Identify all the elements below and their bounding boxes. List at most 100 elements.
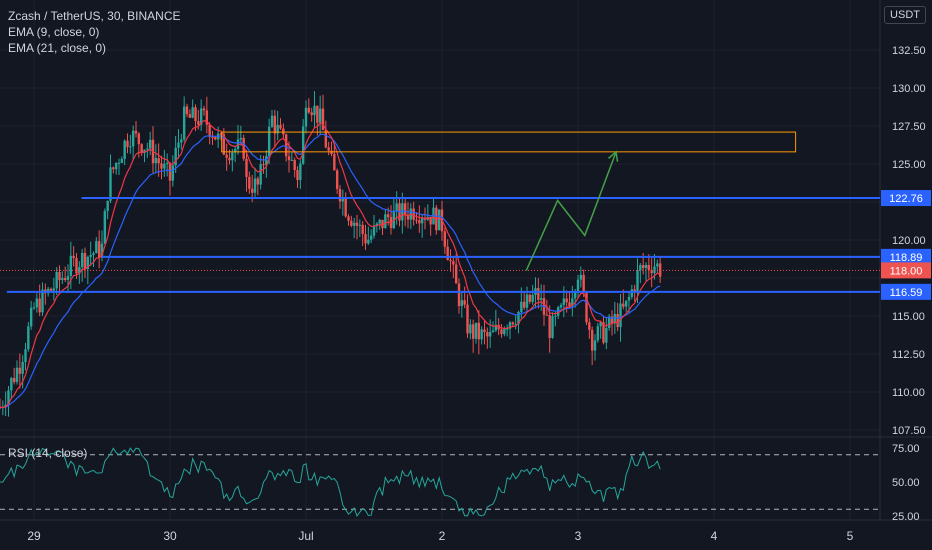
candle-body bbox=[114, 163, 118, 170]
candle-body bbox=[582, 274, 585, 293]
candle-body bbox=[554, 315, 557, 317]
candle-body bbox=[129, 146, 132, 148]
candle-body bbox=[656, 263, 659, 267]
candle-body bbox=[443, 231, 447, 247]
candle-body bbox=[41, 289, 44, 313]
ema21-line bbox=[0, 133, 661, 408]
candle-body bbox=[55, 271, 58, 289]
candle-body bbox=[140, 144, 143, 154]
candle-body bbox=[174, 147, 177, 166]
candle-body bbox=[276, 124, 279, 134]
candle-body bbox=[194, 107, 197, 122]
candle-body bbox=[627, 296, 631, 301]
rsi-tick-label: 75.00 bbox=[892, 443, 920, 455]
candle-body bbox=[429, 216, 432, 225]
candle-body bbox=[517, 311, 520, 325]
candle-body bbox=[488, 332, 492, 337]
candle-body bbox=[474, 322, 478, 339]
candle-body bbox=[27, 326, 30, 350]
candle-body bbox=[350, 220, 353, 226]
candle-body bbox=[418, 220, 421, 224]
candle-body bbox=[335, 170, 339, 189]
candle-body bbox=[607, 316, 611, 329]
currency-button[interactable]: USDT bbox=[884, 6, 926, 24]
ema9-legend[interactable]: EMA (9, close, 0) bbox=[8, 25, 100, 39]
candle-body bbox=[38, 298, 41, 313]
candle-body bbox=[392, 210, 396, 229]
candle-body bbox=[457, 283, 461, 306]
candle-body bbox=[126, 140, 129, 147]
candle-body bbox=[310, 112, 313, 116]
candle-body bbox=[630, 289, 634, 297]
candle-body bbox=[165, 163, 169, 165]
candle-body bbox=[242, 137, 245, 159]
candle-body bbox=[32, 307, 36, 309]
candle-body bbox=[279, 124, 282, 129]
candle-body bbox=[199, 108, 203, 125]
candle-body bbox=[86, 256, 90, 270]
candle-body bbox=[446, 246, 449, 261]
ema9-line bbox=[0, 119, 661, 408]
candle-body bbox=[211, 136, 214, 138]
y-tick-label: 125.00 bbox=[892, 159, 926, 171]
candle-body bbox=[375, 223, 379, 226]
candle-body bbox=[182, 106, 186, 140]
candle-body bbox=[338, 188, 342, 202]
candle-body bbox=[358, 224, 362, 226]
candle-body bbox=[639, 265, 642, 271]
y-tick-label: 107.50 bbox=[892, 425, 926, 437]
candle-body bbox=[97, 241, 101, 258]
level-price-label: 116.59 bbox=[890, 287, 923, 299]
resistance-zone bbox=[221, 131, 797, 153]
y-tick-label: 115.00 bbox=[892, 311, 925, 323]
candle-body bbox=[154, 158, 158, 164]
candle-body bbox=[412, 208, 415, 220]
candle-body bbox=[330, 150, 333, 155]
candle-body bbox=[420, 218, 424, 224]
candle-body bbox=[21, 361, 24, 374]
y-tick-label: 112.50 bbox=[892, 349, 925, 361]
candle-body bbox=[35, 298, 39, 308]
candle-body bbox=[341, 197, 345, 202]
candle-body bbox=[233, 148, 237, 153]
candle-body bbox=[148, 139, 152, 149]
candle-body bbox=[318, 108, 322, 123]
candle-body bbox=[284, 134, 288, 157]
candle-body bbox=[250, 188, 254, 193]
candle-body bbox=[18, 367, 22, 374]
candle-body bbox=[188, 114, 192, 118]
candle-body bbox=[185, 106, 189, 115]
x-tick-label: 2 bbox=[439, 529, 446, 543]
candle-body bbox=[301, 126, 305, 164]
candle-body bbox=[61, 277, 64, 281]
rsi-legend[interactable]: RSI (14, close) bbox=[8, 446, 88, 460]
candle-body bbox=[89, 254, 92, 257]
candle-body bbox=[616, 314, 619, 328]
candle-body bbox=[599, 322, 602, 327]
candle-body bbox=[265, 156, 268, 166]
candle-body bbox=[120, 158, 124, 163]
candle-body bbox=[83, 252, 87, 270]
candle-body bbox=[112, 167, 115, 170]
candle-body bbox=[58, 271, 61, 281]
candle-body bbox=[551, 316, 554, 338]
candle-body bbox=[163, 163, 166, 169]
level-price-tag bbox=[881, 190, 931, 207]
projection-arrow bbox=[525, 151, 617, 271]
rsi-tick-label: 25.00 bbox=[892, 511, 920, 523]
candle-body bbox=[327, 147, 330, 151]
symbol-title[interactable]: Zcash / TetherUS, 30, BINANCE bbox=[8, 9, 181, 23]
candle-body bbox=[636, 270, 639, 292]
candle-body bbox=[605, 328, 608, 343]
x-tick-label: 4 bbox=[711, 529, 718, 543]
candle-body bbox=[460, 300, 464, 306]
candle-body bbox=[202, 108, 206, 111]
candle-body bbox=[95, 241, 98, 254]
candle-body bbox=[219, 133, 223, 135]
candle-body bbox=[245, 158, 248, 177]
candle-body bbox=[480, 329, 483, 340]
ema21-legend[interactable]: EMA (21, close, 0) bbox=[8, 41, 107, 55]
candle-body bbox=[471, 324, 475, 339]
candle-body bbox=[406, 214, 410, 220]
